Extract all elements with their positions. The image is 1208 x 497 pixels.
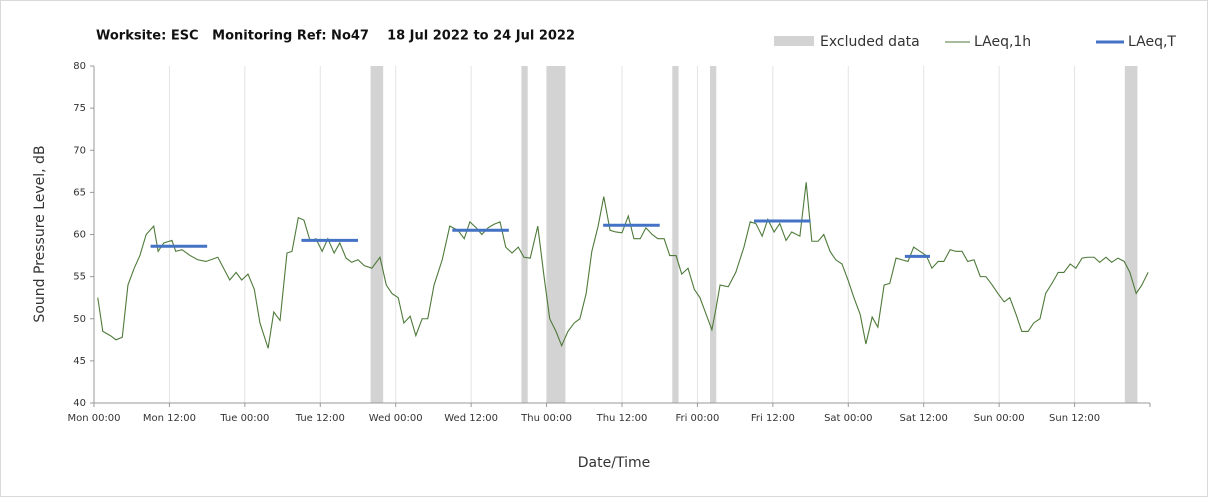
y-tick-label: 80 <box>73 61 86 72</box>
legend-label: Excluded data <box>820 34 920 50</box>
x-tick-label: Wed 00:00 <box>369 413 423 424</box>
legend-label: LAeq,T <box>1128 34 1176 50</box>
x-tick-label: Sat 12:00 <box>900 413 948 424</box>
x-tick-label: Tue 00:00 <box>219 413 269 424</box>
x-tick-label: Sun 12:00 <box>1049 413 1100 424</box>
x-tick-label: Fri 12:00 <box>751 413 795 424</box>
x-tick-label: Mon 00:00 <box>67 413 120 424</box>
y-tick-label: 70 <box>73 145 86 156</box>
x-tick-label: Sun 00:00 <box>974 413 1025 424</box>
y-tick-label: 50 <box>73 314 86 325</box>
excluded-band <box>546 66 566 403</box>
x-tick-label: Fri 00:00 <box>675 413 719 424</box>
x-tick-label: Sat 00:00 <box>824 413 872 424</box>
y-tick-label: 60 <box>73 230 86 241</box>
x-tick-label: Wed 12:00 <box>444 413 498 424</box>
x-tick-label: Thu 12:00 <box>596 413 648 424</box>
x-tick-label: Mon 12:00 <box>143 413 196 424</box>
y-tick-label: 40 <box>73 398 86 409</box>
excluded-band <box>1124 66 1138 403</box>
y-axis-label: Sound Pressure Level, dB <box>32 145 48 322</box>
y-tick-label: 65 <box>73 187 86 198</box>
y-tick-label: 45 <box>73 356 86 367</box>
excluded-band <box>672 66 679 403</box>
excluded-band <box>710 66 717 403</box>
legend-label: LAeq,1h <box>974 34 1031 50</box>
legend-swatch-excluded <box>774 36 814 46</box>
x-tick-label: Tue 12:00 <box>295 413 345 424</box>
excluded-band <box>521 66 528 403</box>
data-line <box>97 182 1149 349</box>
excluded-band <box>370 66 384 403</box>
x-tick-label: Thu 00:00 <box>520 413 572 424</box>
y-tick-label: 55 <box>73 272 86 283</box>
y-tick-label: 75 <box>73 103 86 114</box>
chart-title: Worksite: ESC Monitoring Ref: No47 18 Ju… <box>96 29 575 44</box>
x-axis-label: Date/Time <box>578 455 650 471</box>
